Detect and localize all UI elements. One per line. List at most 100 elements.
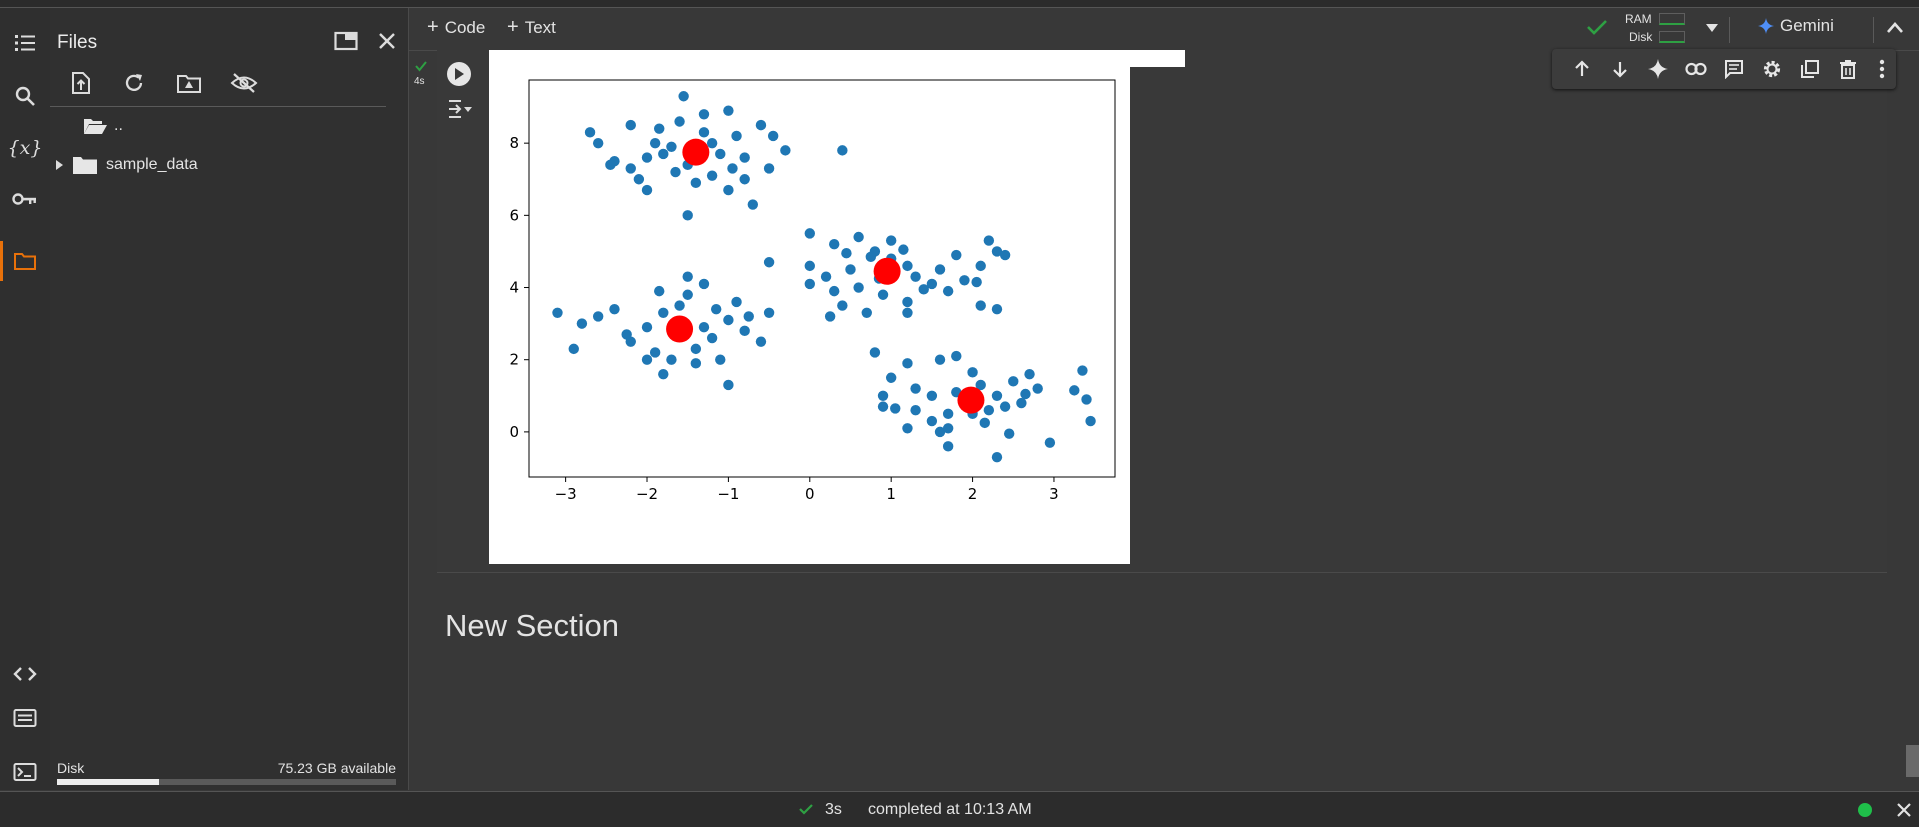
close-status-icon[interactable] — [1896, 802, 1912, 818]
add-code-label: Code — [444, 17, 486, 37]
gemini-spark-icon[interactable] — [1646, 57, 1670, 81]
data-point — [609, 303, 620, 315]
runtime-dropdown-icon[interactable] — [1705, 23, 1719, 33]
y-tick-label: 6 — [509, 206, 519, 224]
data-point — [804, 228, 815, 239]
comment-icon[interactable] — [1722, 57, 1746, 81]
settings-gear-icon[interactable] — [1760, 57, 1784, 81]
folder-row-sample-data[interactable]: sample_data — [54, 155, 198, 175]
cluster-centroid — [666, 315, 694, 343]
data-point — [910, 405, 921, 416]
x-tick-label: 0 — [805, 485, 815, 503]
toggle-hidden-files-icon[interactable] — [229, 68, 259, 98]
files-folder-icon[interactable] — [10, 246, 40, 276]
data-point — [698, 127, 710, 138]
delete-trash-icon[interactable] — [1836, 57, 1860, 81]
code-snippets-icon[interactable] — [10, 659, 40, 689]
run-cell-button[interactable] — [447, 62, 471, 86]
data-point — [1020, 388, 1031, 400]
x-tick-label: 2 — [968, 485, 978, 503]
files-panel: Files .. sample_data Disk 75.23 GB avail… — [50, 8, 409, 790]
data-point — [902, 423, 913, 434]
collapse-header-icon[interactable] — [1886, 21, 1904, 35]
data-point — [739, 152, 750, 163]
more-options-icon[interactable] — [1870, 57, 1894, 81]
expand-arrow-icon[interactable] — [54, 159, 64, 171]
data-point — [890, 403, 901, 414]
data-point — [654, 285, 665, 297]
data-point — [983, 405, 995, 416]
data-point — [763, 307, 775, 318]
data-point — [706, 170, 718, 181]
section-heading[interactable]: New Section — [445, 608, 620, 643]
parent-directory-label: .. — [114, 117, 123, 134]
search-icon[interactable] — [10, 81, 40, 111]
scrollbar-thumb[interactable] — [1906, 745, 1919, 777]
connected-check-icon — [1587, 20, 1607, 35]
toolbar-separator — [1729, 17, 1730, 43]
data-point — [723, 105, 734, 116]
data-point — [885, 372, 897, 383]
open-in-tab-icon[interactable] — [331, 26, 361, 56]
x-tick-label: −1 — [717, 485, 739, 503]
link-icon[interactable] — [1684, 57, 1708, 81]
data-point — [780, 145, 791, 156]
data-point — [584, 127, 596, 138]
command-palette-icon[interactable] — [10, 703, 40, 733]
disk-label: Disk — [57, 760, 85, 776]
status-bar: 3s completed at 10:13 AM — [0, 791, 1919, 827]
data-point — [641, 184, 653, 196]
data-point — [1032, 383, 1043, 394]
data-point — [804, 278, 815, 290]
gemini-button[interactable]: Gemini — [1758, 16, 1834, 36]
data-point — [649, 347, 661, 358]
refresh-icon[interactable] — [119, 68, 149, 98]
x-tick-label: −3 — [555, 485, 577, 503]
data-point — [674, 300, 685, 311]
data-point — [959, 275, 970, 286]
data-point — [837, 300, 848, 311]
data-point — [991, 303, 1003, 315]
y-tick-label: 2 — [509, 351, 519, 369]
data-point — [710, 303, 722, 315]
data-point — [649, 137, 661, 149]
data-point — [698, 109, 710, 120]
y-tick-label: 8 — [509, 134, 519, 152]
upload-file-icon[interactable] — [66, 68, 96, 98]
data-point — [983, 235, 995, 246]
status-message[interactable]: completed at 10:13 AM — [868, 801, 1032, 818]
data-point — [902, 307, 913, 318]
plot-output: −3 −2 −1 0 1 2 3 0 2 4 6 8 — [489, 50, 1130, 564]
data-point — [951, 249, 962, 261]
data-point — [641, 354, 653, 365]
notebook-toolbar: + Code + Text RAM Disk Gemini — [409, 8, 1919, 51]
data-point — [918, 284, 929, 295]
add-text-button[interactable]: + Text — [507, 16, 556, 39]
data-point — [845, 264, 856, 275]
data-point — [666, 141, 677, 152]
data-point — [715, 148, 726, 160]
output-actions-icon[interactable] — [447, 98, 473, 120]
data-point — [1069, 385, 1080, 396]
data-point — [971, 276, 982, 288]
data-point — [885, 235, 897, 246]
x-tick-label: 1 — [886, 485, 896, 503]
data-point — [658, 148, 669, 160]
mirror-cell-icon[interactable] — [1798, 57, 1822, 81]
secrets-key-icon[interactable] — [10, 184, 40, 214]
data-point — [723, 184, 734, 196]
folder-label: sample_data — [106, 156, 198, 173]
terminal-icon[interactable] — [10, 757, 40, 787]
data-point — [898, 244, 909, 255]
move-down-icon[interactable] — [1608, 57, 1632, 81]
data-point — [967, 367, 978, 378]
mount-drive-icon[interactable] — [174, 68, 204, 98]
table-of-contents-icon[interactable] — [10, 28, 40, 58]
connection-status-dot — [1858, 803, 1872, 817]
variables-icon[interactable]: {𝑥} — [7, 137, 43, 159]
add-code-button[interactable]: + Code — [427, 16, 485, 39]
parent-directory-row[interactable]: .. — [82, 116, 123, 136]
data-point — [690, 358, 702, 369]
move-up-icon[interactable] — [1570, 57, 1594, 81]
close-panel-icon[interactable] — [372, 26, 402, 56]
